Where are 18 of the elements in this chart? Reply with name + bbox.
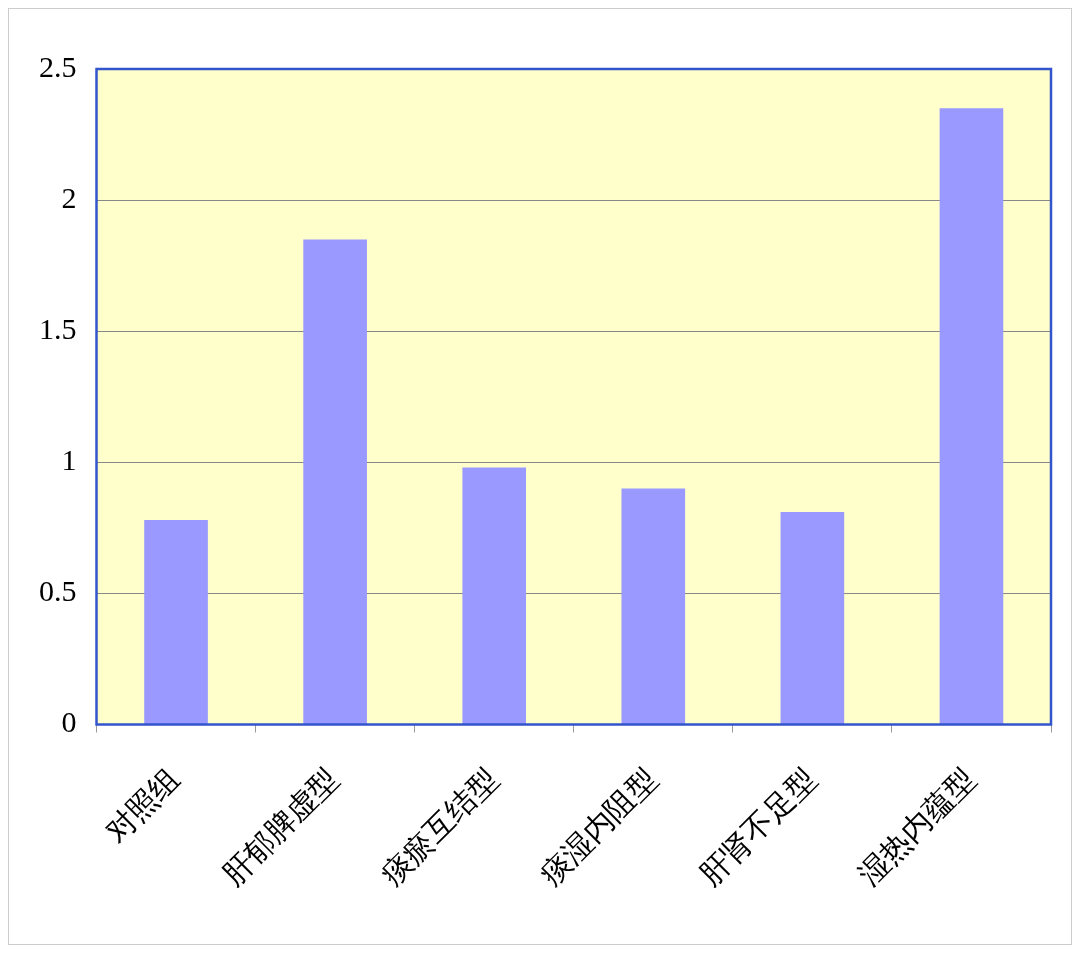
bar xyxy=(144,519,208,724)
y-tick-label: 2 xyxy=(61,180,77,214)
y-tick-label: 2.5 xyxy=(39,49,77,83)
x-tick-label: 痰瘀互结型 xyxy=(374,761,505,892)
x-tick-label: 痰湿内阻型 xyxy=(533,761,664,892)
x-tick-label: 湿热内蕴型 xyxy=(851,761,982,892)
y-tick-label: 0.5 xyxy=(39,574,77,608)
bar xyxy=(303,239,367,724)
bar xyxy=(621,488,686,724)
y-tick-label: 1 xyxy=(61,443,77,477)
y-tick-label: 1.5 xyxy=(39,312,77,346)
bar xyxy=(462,467,527,724)
x-tick-label: 对照组 xyxy=(98,761,186,849)
y-tick-label: 0 xyxy=(61,705,77,739)
bar xyxy=(939,108,1004,724)
x-tick-label: 肝肾不足型 xyxy=(692,761,823,892)
bar xyxy=(780,512,845,724)
x-tick-label: 肝郁脾虚型 xyxy=(215,761,345,892)
